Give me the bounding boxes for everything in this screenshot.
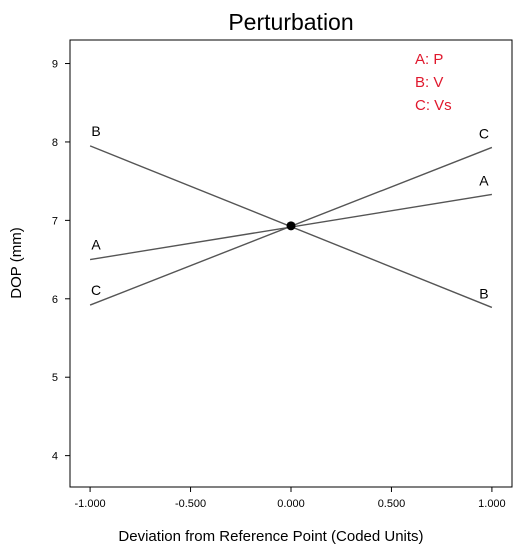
legend-entry: C: Vs xyxy=(415,97,452,114)
center-point xyxy=(286,221,296,231)
y-tick-label: 6 xyxy=(52,294,58,306)
y-tick-label: 5 xyxy=(52,372,58,384)
axes: -1.000 -0.500 0.000 0.500 1.000 4 5 6 7 8 9 xyxy=(52,39,513,510)
y-tick-label: 9 xyxy=(52,59,58,71)
x-axis-label: Deviation from Reference Point (Coded Un… xyxy=(118,528,423,545)
series-label-a-right: A xyxy=(479,172,489,188)
series-label-b-right: B xyxy=(479,285,488,301)
series-label-c-right: C xyxy=(479,125,489,141)
series-label-c-left: C xyxy=(91,282,101,298)
x-tick-label: 0.500 xyxy=(378,498,406,510)
series-label-b-left: B xyxy=(91,123,100,139)
legend-entry: B: V xyxy=(415,74,443,91)
legend: A: P B: V C: Vs xyxy=(415,51,452,114)
y-tick-label: 8 xyxy=(52,137,58,149)
series-lines: A A B B C C xyxy=(89,123,493,309)
x-tick-label: -0.500 xyxy=(175,498,206,510)
x-tick-label: 0.000 xyxy=(277,498,305,510)
x-tick-label: 1.000 xyxy=(478,498,506,510)
y-tick-label: 7 xyxy=(52,215,58,227)
x-tick-label: -1.000 xyxy=(74,498,105,510)
y-tick-label: 4 xyxy=(52,451,58,463)
chart-title: Perturbation xyxy=(228,9,353,35)
legend-entry: A: P xyxy=(415,51,443,68)
y-axis-label: DOP (mm) xyxy=(8,227,25,298)
series-label-a-left: A xyxy=(91,237,101,253)
